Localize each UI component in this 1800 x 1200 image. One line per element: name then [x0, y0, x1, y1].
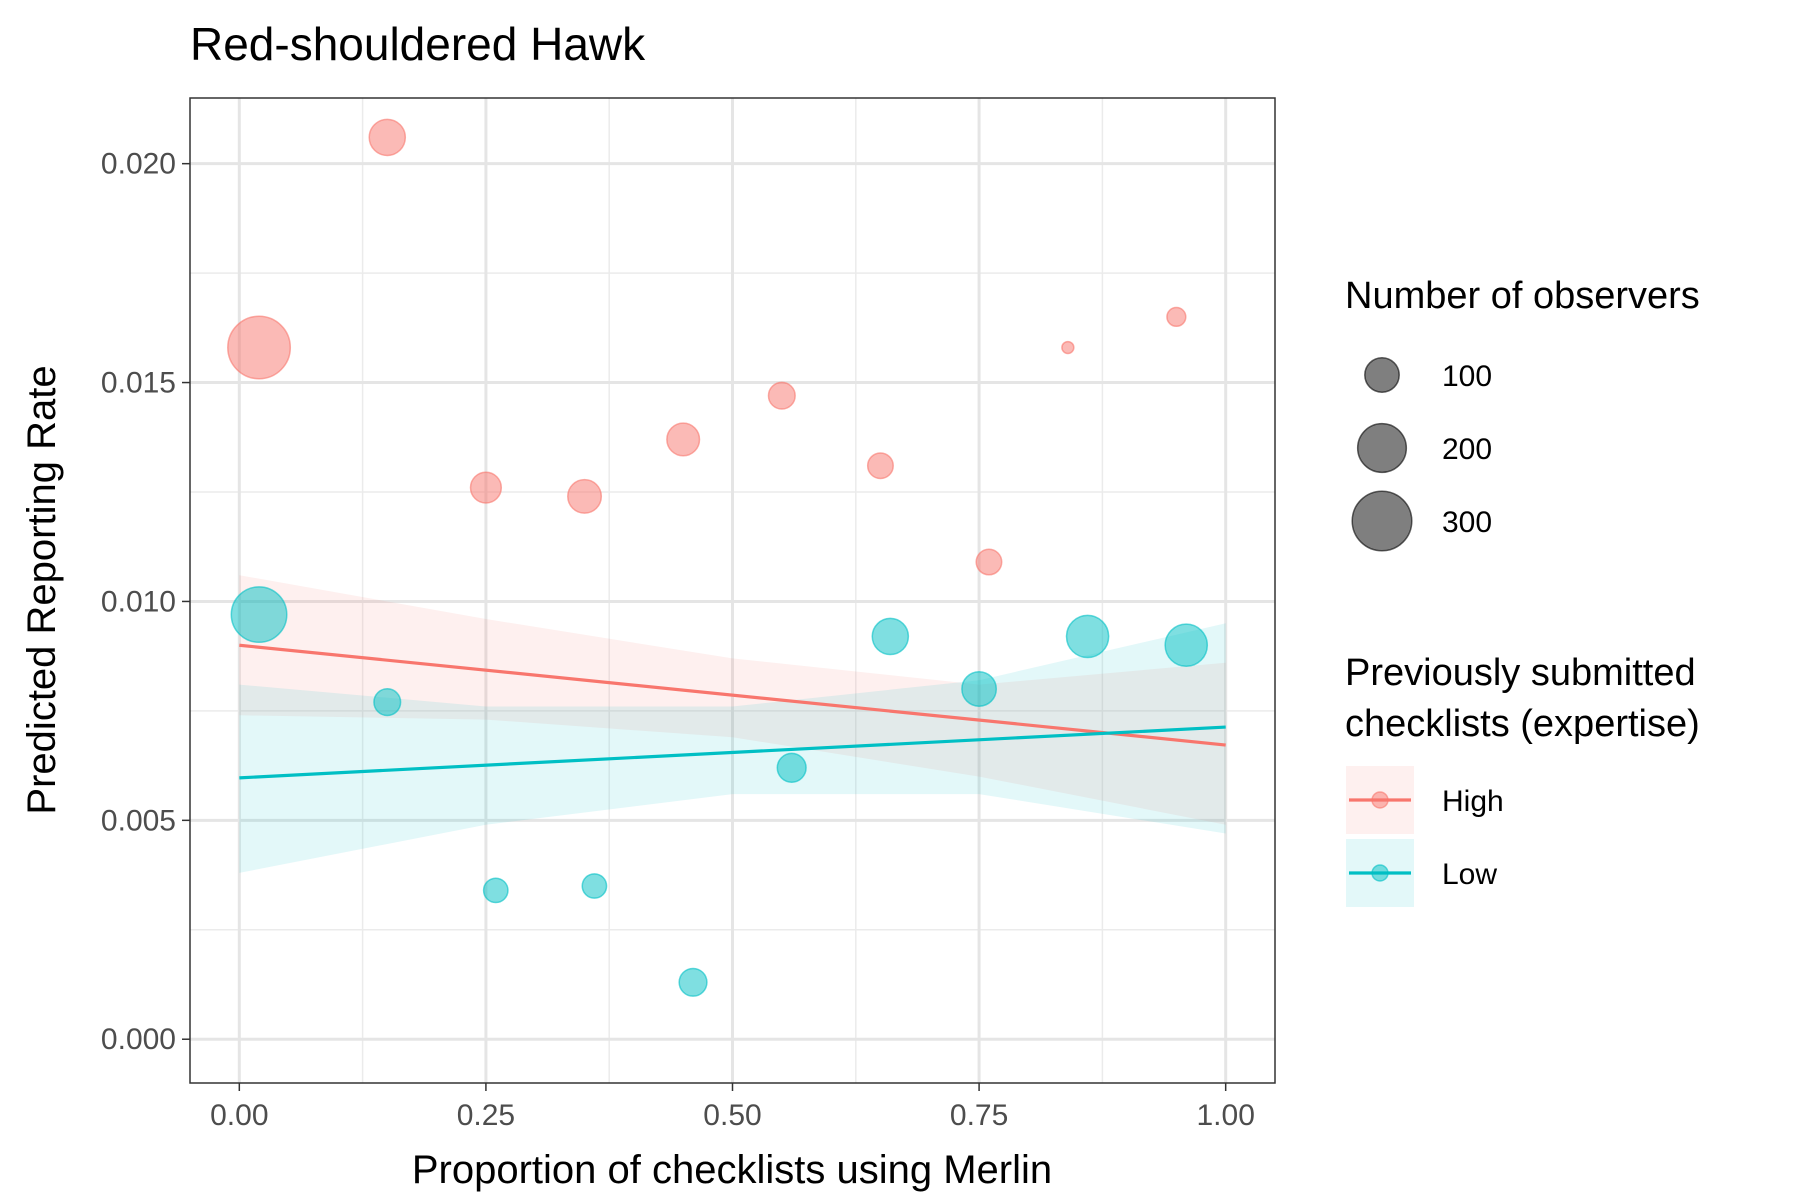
y-tick-label: 0.015	[101, 367, 176, 400]
point-low	[1065, 614, 1110, 659]
legend-color-key-point	[1371, 864, 1389, 882]
legend-size-key	[1356, 422, 1408, 474]
legend-size-key	[1364, 357, 1400, 393]
x-axis: 0.00 0.25 0.50 0.75 1.00	[210, 1083, 1255, 1132]
point-high	[469, 471, 503, 504]
point-low	[581, 873, 608, 899]
y-axis: 0.000 0.005 0.010 0.015 0.020	[101, 148, 190, 1056]
legend-size-label: 300	[1442, 506, 1492, 539]
x-tick-label: 1.00	[1196, 1099, 1254, 1132]
point-low	[1164, 623, 1209, 668]
point-high	[1166, 306, 1187, 328]
y-tick-label: 0.010	[101, 585, 176, 618]
legend-size-title: Number of observers	[1345, 275, 1700, 317]
chart-title: Red-shouldered Hawk	[190, 18, 646, 70]
point-low	[373, 688, 402, 717]
grid-major	[190, 98, 1275, 1083]
legend-color-key-point	[1371, 791, 1389, 809]
legend-color-label: High	[1442, 785, 1504, 818]
point-low	[482, 877, 509, 904]
point-low	[678, 967, 708, 997]
y-axis-label: Predicted Reporting Rate	[20, 365, 64, 814]
fit-line-high	[239, 643, 1226, 747]
x-tick-label: 0.00	[210, 1099, 268, 1132]
point-high	[975, 548, 1003, 576]
legend-color: Previously submitted checklists (experti…	[1345, 652, 1706, 907]
legend-color-title: Previously submitted checklists (experti…	[1345, 652, 1706, 745]
point-high	[767, 381, 796, 410]
x-axis-label: Proportion of checklists using Merlin	[412, 1148, 1052, 1192]
legend-size-key	[1351, 490, 1413, 552]
legend-color-title-line-2: checklists (expertise)	[1345, 703, 1700, 745]
point-high	[1061, 340, 1075, 355]
fit-lines	[239, 643, 1226, 780]
x-tick-label: 0.75	[950, 1099, 1008, 1132]
legend-size-label: 200	[1442, 433, 1492, 466]
legend-size: Number of observers 100 200 300	[1345, 275, 1700, 552]
point-high	[666, 422, 701, 457]
x-tick-label: 0.25	[457, 1099, 515, 1132]
legend-color-label: Low	[1442, 858, 1497, 891]
legend-color-title-line-1: Previously submitted	[1345, 652, 1696, 694]
ribbon-high	[239, 575, 1226, 825]
point-low	[776, 752, 807, 783]
x-tick-label: 0.50	[703, 1099, 761, 1132]
y-tick-label: 0.020	[101, 148, 176, 181]
legend-size-label: 100	[1442, 360, 1492, 393]
point-low	[230, 586, 288, 644]
point-high	[227, 315, 292, 380]
point-high	[567, 478, 603, 514]
data-points	[227, 118, 1209, 997]
y-tick-label: 0.005	[101, 804, 176, 837]
point-high	[866, 452, 894, 480]
fit-line-low	[239, 725, 1226, 780]
point-low	[961, 671, 998, 707]
y-tick-label: 0.000	[101, 1023, 176, 1056]
point-high	[368, 118, 407, 157]
point-low	[871, 617, 910, 656]
